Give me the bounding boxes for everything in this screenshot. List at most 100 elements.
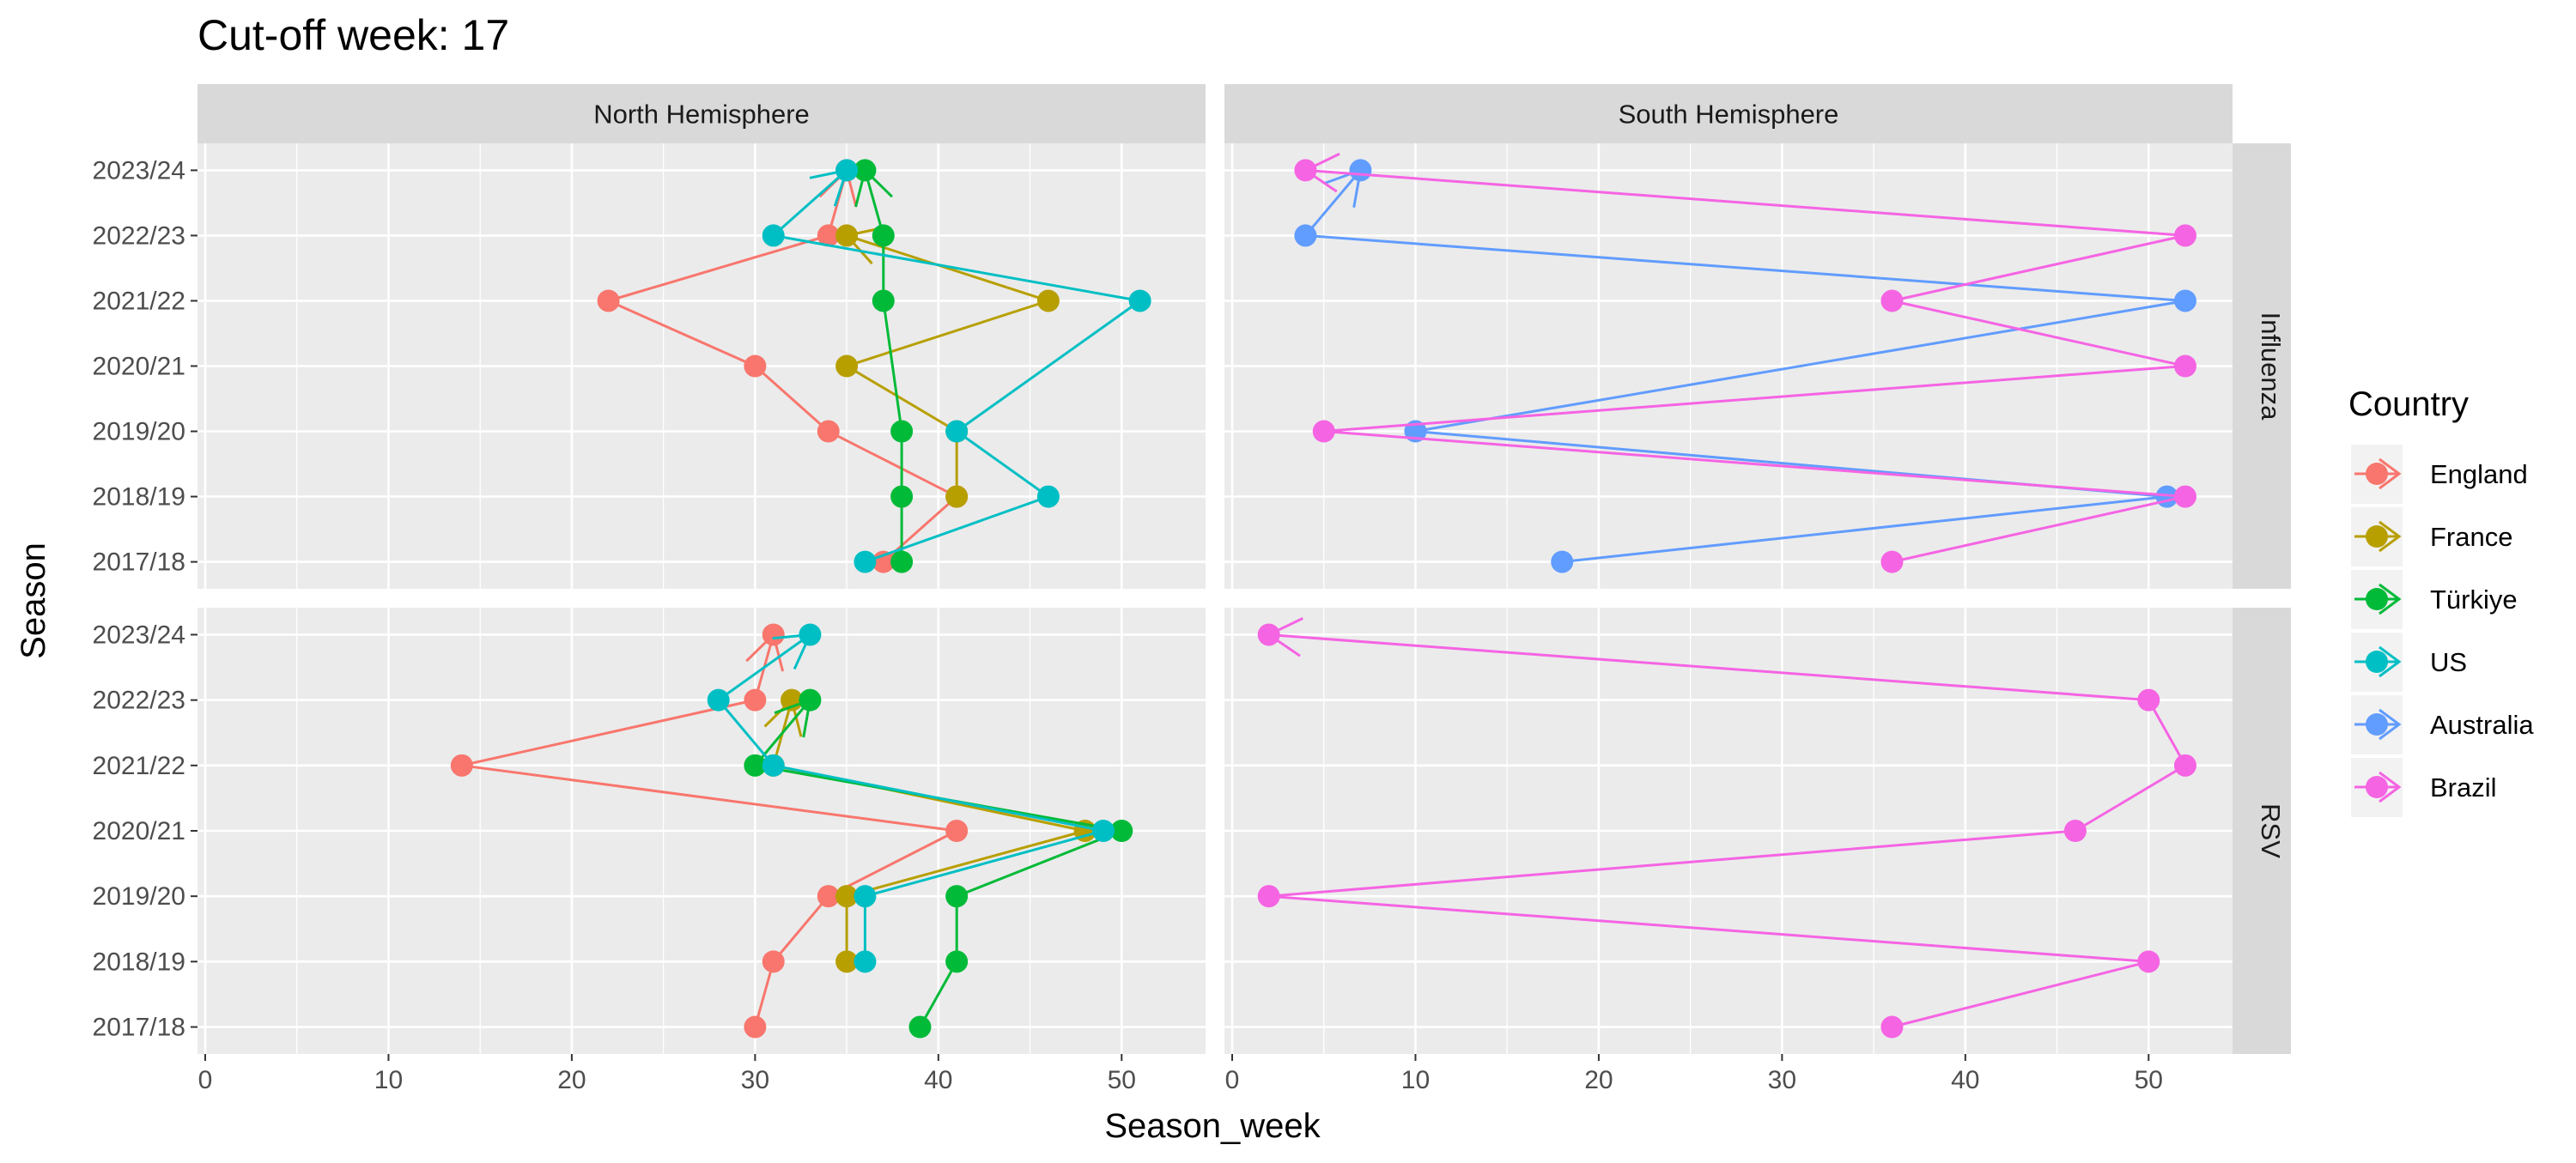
data-point bbox=[854, 950, 877, 973]
legend-item-turkiye: Türkiye bbox=[2351, 570, 2518, 629]
y-axis-label: Season bbox=[15, 542, 52, 659]
legend-key-arrow bbox=[2379, 457, 2402, 490]
data-point bbox=[2173, 354, 2196, 378]
legend-item-us: US bbox=[2351, 633, 2467, 692]
row-strip-label: Influenza bbox=[2256, 312, 2286, 421]
data-point bbox=[1036, 485, 1060, 508]
data-point bbox=[707, 688, 730, 712]
data-point bbox=[854, 885, 877, 908]
legend-key-arrow bbox=[2379, 583, 2402, 615]
row-strip-label: RSV bbox=[2256, 803, 2286, 858]
row-strip-influenza: Influenza bbox=[2233, 143, 2291, 589]
data-point bbox=[890, 420, 914, 443]
data-point bbox=[2173, 224, 2196, 247]
data-point bbox=[2173, 485, 2196, 508]
panel-north-hemisphere-rsv bbox=[197, 608, 1206, 1054]
data-point bbox=[1257, 885, 1280, 908]
data-point bbox=[908, 1015, 932, 1039]
series-brazil bbox=[1257, 616, 2196, 1039]
data-point bbox=[597, 289, 620, 312]
data-point bbox=[945, 420, 969, 443]
x-tick-label: 30 bbox=[1768, 1066, 1796, 1094]
y-tick-label: 2023/24 bbox=[93, 621, 185, 649]
x-tick-label: 40 bbox=[924, 1066, 952, 1094]
legend-item-australia: Australia bbox=[2351, 695, 2534, 754]
x-tick-label: 0 bbox=[198, 1066, 213, 1094]
y-tick-label: 2018/19 bbox=[93, 948, 185, 976]
x-tick-label: 0 bbox=[1225, 1066, 1240, 1094]
y-tick-label: 2023/24 bbox=[93, 156, 185, 185]
y-tick-label: 2020/21 bbox=[93, 817, 185, 845]
y-tick-label: 2022/23 bbox=[93, 687, 185, 715]
row-strip-bg bbox=[2233, 143, 2291, 589]
data-point bbox=[762, 224, 785, 247]
data-point bbox=[2173, 754, 2196, 777]
data-point bbox=[1036, 289, 1060, 312]
legend-key-point bbox=[2366, 588, 2388, 610]
series-england bbox=[450, 623, 969, 1039]
legend-key-arrow bbox=[2379, 645, 2402, 678]
legend-key-point bbox=[2366, 713, 2388, 736]
panel-data-south-hemisphere-rsv bbox=[1257, 616, 2196, 1039]
data-point bbox=[2173, 289, 2196, 312]
panel-data-north-hemisphere-rsv bbox=[450, 623, 1133, 1039]
legend-key-point bbox=[2366, 776, 2388, 798]
legend-label: US bbox=[2430, 647, 2467, 677]
data-point bbox=[890, 550, 914, 573]
legend-key-point bbox=[2366, 525, 2388, 548]
y-tick-label: 2021/22 bbox=[93, 287, 185, 315]
series-us bbox=[707, 623, 1115, 973]
x-tick-label: 50 bbox=[2135, 1066, 2163, 1094]
y-tick-label: 2021/22 bbox=[93, 752, 185, 780]
data-point bbox=[872, 289, 895, 312]
legend-label: England bbox=[2430, 459, 2528, 489]
legend-label: Brazil bbox=[2430, 772, 2497, 803]
data-point bbox=[744, 354, 767, 378]
data-point bbox=[835, 159, 859, 182]
data-point bbox=[1880, 289, 1904, 312]
y-tick-label: 2020/21 bbox=[93, 353, 185, 381]
series-line bbox=[1303, 169, 2187, 564]
y-tick-label: 2018/19 bbox=[93, 483, 185, 512]
column-strip-label: North Hemisphere bbox=[593, 100, 810, 130]
series-brazil bbox=[1294, 152, 2196, 573]
data-point bbox=[799, 688, 822, 712]
column-strip-south-hemisphere: South Hemisphere bbox=[1224, 84, 2233, 143]
data-point bbox=[835, 950, 859, 973]
x-tick-label: 10 bbox=[374, 1066, 403, 1094]
data-point bbox=[799, 623, 822, 646]
data-point bbox=[945, 485, 969, 508]
data-point bbox=[2137, 688, 2160, 712]
data-point bbox=[450, 754, 473, 777]
data-point bbox=[762, 754, 785, 777]
data-point bbox=[1349, 159, 1372, 182]
panel-data-south-hemisphere-influenza bbox=[1294, 152, 2196, 573]
row-strip-bg bbox=[2233, 608, 2291, 1054]
data-point bbox=[2137, 950, 2160, 973]
series-turkiye bbox=[854, 159, 914, 573]
panel-north-hemisphere-influenza bbox=[197, 143, 1206, 589]
panels-layer: North Hemisphere South Hemisphere Influenz… bbox=[93, 84, 2291, 1094]
series-australia bbox=[1294, 159, 2196, 573]
legend-item-england: England bbox=[2351, 445, 2528, 504]
legend-label: Türkiye bbox=[2430, 585, 2518, 615]
data-point bbox=[1294, 224, 1317, 247]
legend-label: Australia bbox=[2430, 710, 2534, 740]
legend-label: France bbox=[2430, 522, 2512, 552]
data-point bbox=[1110, 820, 1133, 842]
data-point bbox=[1257, 623, 1280, 646]
legend-key-point bbox=[2366, 463, 2388, 485]
legend-item-france: France bbox=[2351, 507, 2512, 566]
data-point bbox=[890, 485, 914, 508]
data-point bbox=[744, 754, 767, 777]
data-point bbox=[1312, 420, 1335, 443]
data-point bbox=[762, 623, 785, 646]
y-tick-label: 2017/18 bbox=[93, 1014, 185, 1042]
data-point bbox=[945, 820, 969, 842]
data-point bbox=[854, 550, 877, 573]
data-point bbox=[762, 950, 785, 973]
data-point bbox=[945, 885, 969, 908]
x-tick-label: 50 bbox=[1108, 1066, 1136, 1094]
data-point bbox=[1880, 550, 1904, 573]
